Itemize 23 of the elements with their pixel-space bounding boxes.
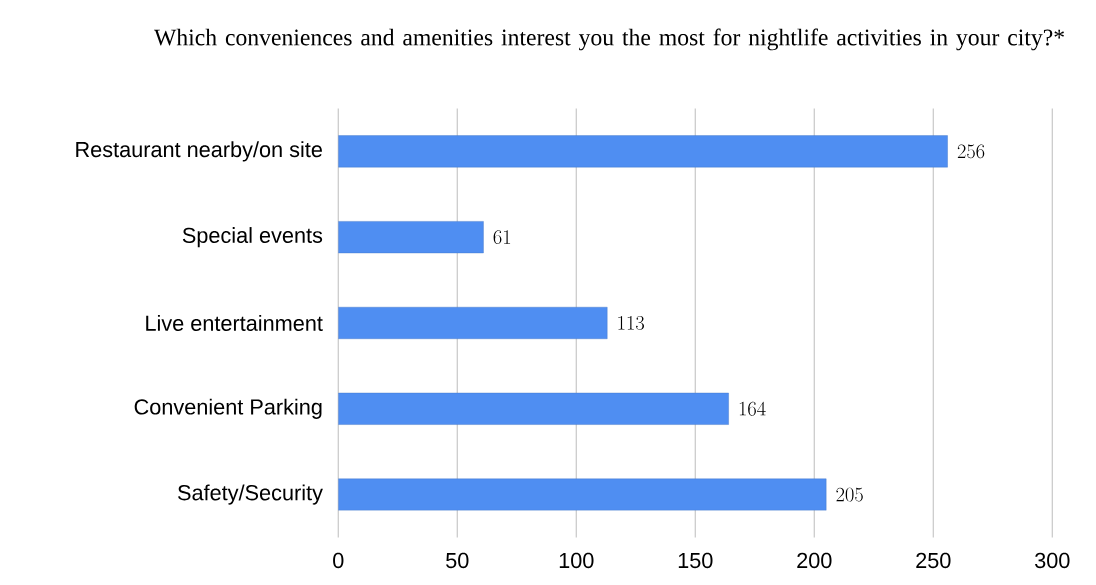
bar	[338, 392, 729, 425]
x-tick-label: 100	[559, 552, 594, 569]
bar	[338, 307, 608, 340]
y-tick-label: Convenient Parking	[134, 398, 322, 419]
x-tick-label: 250	[916, 552, 951, 569]
data-label: 256	[957, 144, 985, 159]
x-tick-label: 300	[1035, 552, 1070, 569]
bar	[338, 135, 948, 168]
data-label: 61	[493, 230, 511, 245]
data-label: 113	[618, 316, 645, 330]
x-tick-label: 50	[446, 552, 469, 569]
x-tick-label: 150	[678, 552, 713, 569]
data-label: 205	[836, 487, 863, 502]
chart-title: Which conveniences and amenities interest you the most for nightlife activities in your city?*	[154, 28, 1064, 51]
y-tick-label: Safety/Security	[178, 484, 323, 505]
y-tick-label: Live entertainment	[146, 315, 323, 332]
x-tick-label: 200	[797, 552, 832, 569]
bar	[338, 478, 827, 511]
bar	[338, 221, 484, 254]
y-tick-label: Restaurant nearby/on site	[76, 141, 322, 162]
x-tick-label: 0	[333, 552, 344, 569]
y-tick-label: Special events	[182, 227, 323, 248]
data-label: 164	[739, 401, 766, 416]
